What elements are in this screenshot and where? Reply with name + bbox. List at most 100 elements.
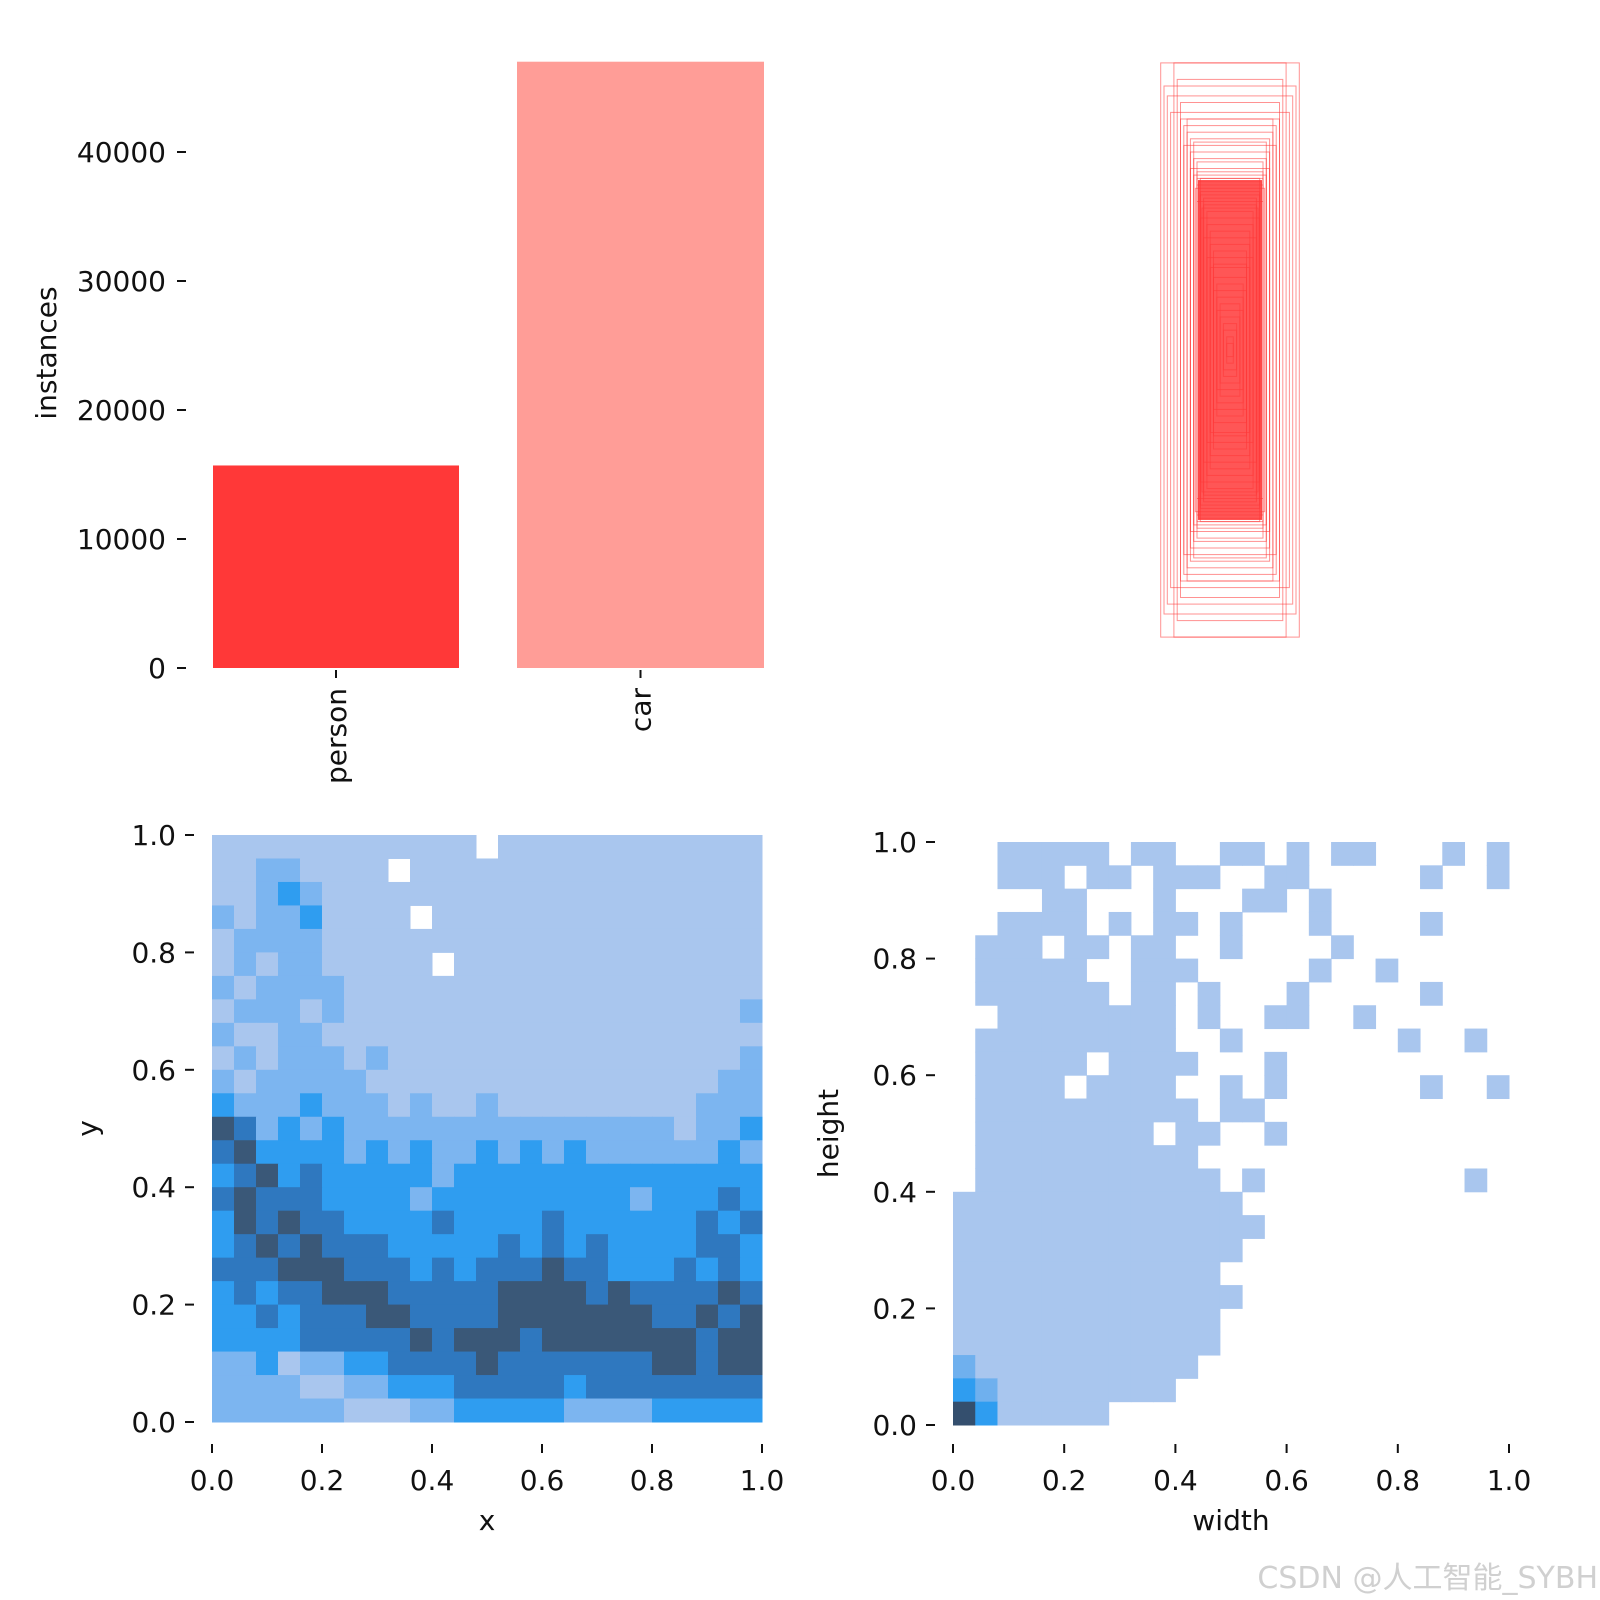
heatmap-cell — [256, 1234, 279, 1259]
x-tick-label: 1.0 — [740, 1464, 785, 1497]
heatmap-cell — [234, 1116, 257, 1141]
heatmap-cell — [410, 1022, 433, 1047]
heatmap-cell — [322, 1163, 345, 1188]
heatmap-cell — [454, 1140, 477, 1165]
heatmap-cell — [388, 928, 411, 953]
heatmap-cell — [1130, 1355, 1154, 1379]
heatmap-cell — [1153, 1075, 1176, 1100]
heatmap-cell — [520, 1257, 543, 1282]
heatmap-cell — [740, 1022, 763, 1047]
heatmap-cell — [454, 835, 477, 859]
heatmap-cell — [997, 1401, 1021, 1426]
heatmap-cell — [1064, 935, 1087, 960]
heatmap-cell — [997, 1285, 1021, 1309]
heatmap-cell — [410, 952, 433, 977]
x-tick-label: 0.2 — [300, 1464, 345, 1497]
heatmap-cell — [1153, 981, 1176, 1006]
heatmap-cell — [718, 1304, 741, 1329]
heatmap-cell — [256, 1163, 279, 1188]
heatmap-cell — [1041, 1098, 1065, 1123]
heatmap-cell — [344, 1398, 367, 1423]
heatmap-cell — [1086, 935, 1110, 960]
heatmap-cell — [1019, 1051, 1043, 1076]
heatmap-cell — [740, 999, 763, 1024]
heatmap-cell — [1130, 1098, 1154, 1123]
heatmap-cell — [1175, 958, 1199, 983]
heatmap-cell — [1019, 958, 1043, 983]
heatmap-cell — [1041, 1261, 1065, 1286]
heatmap-cell — [674, 1234, 697, 1259]
heatmap-cell — [520, 835, 543, 859]
heatmap-cell — [1130, 1005, 1154, 1030]
heatmap-cell — [344, 1281, 367, 1306]
bounding-box — [1166, 95, 1294, 605]
heatmap-cell — [322, 1234, 345, 1259]
heatmap-cell — [476, 1140, 499, 1165]
heatmap-cell — [1086, 1331, 1110, 1356]
heatmap-cell — [410, 1375, 433, 1400]
heatmap-cell — [740, 1046, 763, 1071]
heatmap-cell — [630, 1234, 653, 1259]
heatmap-cell — [564, 999, 587, 1024]
heatmap-cell — [542, 1187, 565, 1212]
heatmap-cell — [520, 952, 543, 977]
heatmap-cell — [498, 858, 521, 883]
heatmap-cell — [608, 928, 631, 953]
heatmap-cell — [564, 952, 587, 977]
heatmap-cell — [1130, 1075, 1154, 1100]
heatmap-cell — [1286, 981, 1310, 1006]
heatmap-cell — [718, 999, 741, 1024]
heatmap-cell — [388, 952, 411, 977]
heatmap-cell — [322, 1046, 345, 1071]
heatmap-cell — [696, 881, 719, 906]
heatmap-cell — [1108, 1238, 1132, 1263]
heatmap-cell — [366, 1304, 389, 1329]
heatmap-cell — [278, 1281, 301, 1306]
heatmap-cell — [1464, 1028, 1488, 1053]
heatmap-cell — [608, 952, 631, 977]
heatmap-cell — [997, 1261, 1021, 1286]
heatmap-cell — [300, 1187, 323, 1212]
heatmap-cell — [520, 1163, 543, 1188]
heatmap-cell — [740, 835, 763, 859]
heatmap-cell — [674, 1046, 697, 1071]
heatmap-cell — [388, 1375, 411, 1400]
heatmap-cell — [1197, 865, 1221, 890]
heatmap-cell — [740, 1093, 763, 1118]
heatmap-cell — [322, 1093, 345, 1118]
heatmap-cell — [1041, 1285, 1065, 1309]
heatmap-cell — [975, 1308, 998, 1333]
heatmap-cell — [498, 928, 521, 953]
heatmap-cell — [366, 881, 389, 906]
heatmap-cell — [997, 1028, 1021, 1053]
heatmap-cell — [1219, 842, 1243, 866]
heatmap-cell — [520, 999, 543, 1024]
heatmap-cell — [388, 1069, 411, 1094]
heatmap-cell — [1064, 1308, 1087, 1333]
heatmap-cell — [586, 905, 609, 930]
heatmap-cell — [212, 835, 235, 859]
heatmap-cell — [388, 975, 411, 1000]
heatmap-cell — [322, 1210, 345, 1235]
heatmap-cell — [1175, 1191, 1199, 1216]
heatmap-cell — [410, 1304, 433, 1329]
heatmap-cell — [454, 1069, 477, 1094]
heatmap-cell — [476, 928, 499, 953]
heatmap-cell — [652, 928, 675, 953]
heatmap-cell — [1108, 1121, 1132, 1146]
heatmap-cell — [542, 999, 565, 1024]
heatmap-cell — [520, 1093, 543, 1118]
heatmap-cell — [542, 928, 565, 953]
heatmap-cell — [366, 858, 389, 883]
heatmap-cell — [278, 1163, 301, 1188]
bounding-box — [1163, 85, 1297, 615]
heatmap-cell — [564, 905, 587, 930]
heatmap-cell — [366, 1234, 389, 1259]
y-axis-label: height — [812, 1089, 845, 1178]
heatmap-cell — [234, 952, 257, 977]
heatmap-cell — [740, 1234, 763, 1259]
heatmap-cell — [630, 858, 653, 883]
heatmap-cell — [1041, 888, 1065, 913]
heatmap-cell — [542, 1351, 565, 1376]
heatmap-cell — [630, 928, 653, 953]
